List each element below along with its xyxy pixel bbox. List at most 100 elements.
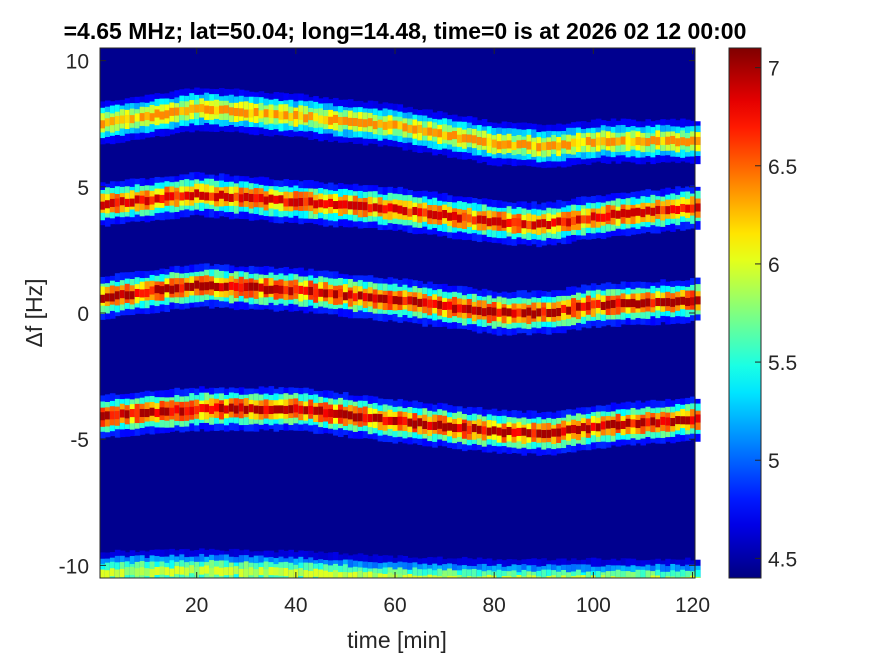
- band-4-cell: [377, 414, 384, 423]
- band-1-cell: [243, 109, 250, 118]
- band-2-cell: [471, 216, 478, 225]
- band-3-cell: [541, 307, 547, 316]
- band-5-cell: [100, 569, 106, 578]
- band-5-cell: [680, 569, 686, 578]
- band-5-cell: [109, 568, 116, 577]
- band-5-cell: [685, 570, 691, 578]
- y-tick-label: 10: [66, 51, 89, 74]
- x-axis-label: time [min]: [347, 627, 447, 653]
- band-2-cell: [392, 204, 399, 213]
- band-1-cell: [199, 104, 205, 113]
- band-5-cell: [496, 569, 503, 578]
- band-2-cell: [367, 204, 374, 213]
- band-4-cell: [308, 405, 314, 414]
- band-2-cell: [685, 204, 691, 213]
- band-5-cell: [476, 569, 483, 578]
- band-2-cell: [189, 192, 195, 201]
- band-2-cell: [521, 220, 528, 229]
- band-2-cell: [318, 199, 324, 208]
- band-4-cell: [228, 403, 235, 412]
- band-1-cell: [496, 141, 503, 150]
- band-3-cell: [377, 294, 384, 303]
- band-2-cell: [347, 201, 354, 210]
- band-5-cell: [228, 567, 235, 576]
- band-4-cell: [179, 407, 185, 416]
- band-5-cell: [357, 570, 364, 578]
- band-4-cell: [680, 416, 686, 425]
- band-4-cell: [437, 420, 443, 429]
- band-4-cell: [461, 423, 468, 432]
- band-4-cell: [417, 418, 423, 427]
- band-4-cell: [154, 408, 161, 418]
- band-1-cell: [452, 131, 458, 140]
- band-3-cell: [228, 281, 235, 290]
- band-1-cell: [506, 140, 513, 149]
- band-2-cell: [104, 200, 111, 209]
- band-1-cell: [214, 106, 220, 115]
- band-5-cell: [333, 570, 339, 578]
- band-5-cell: [189, 565, 195, 574]
- band-5-cell: [561, 570, 567, 578]
- band-1-cell: [660, 137, 666, 146]
- band-3-cell: [347, 290, 354, 299]
- band-5-cell: [516, 574, 523, 578]
- band-5-cell: [501, 570, 508, 578]
- band-4-cell: [511, 428, 518, 437]
- band-1-cell: [402, 123, 409, 132]
- band-5-cell: [521, 569, 528, 578]
- band-1-cell: [447, 132, 453, 141]
- band-1-cell: [209, 106, 215, 115]
- band-2-cell: [273, 195, 280, 204]
- band-5-cell: [670, 576, 676, 578]
- band-1-cell: [347, 117, 354, 126]
- band-1-cell: [248, 109, 255, 118]
- band-1-cell: [407, 124, 413, 133]
- band-2-cell: [268, 194, 275, 203]
- band-5-cell: [650, 575, 656, 578]
- band-3-cell: [486, 307, 493, 316]
- band-3-cell: [417, 298, 423, 307]
- band-1-cell: [466, 134, 473, 143]
- band-2-cell: [154, 194, 161, 203]
- band-4-cell: [347, 411, 354, 420]
- band-5-cell: [159, 566, 166, 575]
- band-5-cell: [695, 569, 701, 578]
- band-4-cell: [447, 422, 453, 431]
- band-4-cell: [635, 419, 642, 429]
- band-5-cell: [531, 565, 537, 578]
- band-3-cell: [328, 289, 334, 298]
- band-2-cell: [238, 194, 245, 203]
- band-2-cell: [174, 191, 180, 200]
- band-3-cell: [154, 285, 161, 294]
- band-1-cell: [367, 118, 374, 127]
- band-1-cell: [268, 109, 275, 118]
- band-2-cell: [328, 198, 334, 207]
- band-2-cell: [219, 190, 225, 199]
- band-1-cell: [630, 137, 637, 147]
- plot-area: [99, 47, 701, 579]
- band-5-cell: [377, 573, 384, 578]
- band-3-cell: [536, 308, 542, 317]
- band-5-cell: [695, 576, 701, 578]
- band-4-cell: [159, 407, 166, 416]
- band-1-cell: [184, 107, 190, 116]
- band-4-cell: [357, 413, 364, 422]
- band-2-cell: [100, 201, 106, 210]
- band-5-cell: [338, 572, 344, 578]
- band-2-cell: [333, 201, 339, 210]
- colorbar: 7 6.5 6 5.5 5 4.5: [728, 47, 797, 579]
- band-2-cell: [402, 207, 409, 216]
- band-5-cell: [566, 564, 572, 578]
- band-5-cell: [461, 569, 468, 578]
- band-5-cell: [427, 574, 433, 578]
- band-4-cell: [491, 426, 498, 435]
- band-1-cell: [511, 142, 518, 151]
- band-4: [100, 386, 701, 456]
- band-4-cell: [590, 422, 597, 431]
- band-4-cell: [288, 405, 294, 414]
- band-5-cell: [680, 576, 686, 578]
- band-3-cell: [392, 296, 399, 305]
- band-1-cell: [536, 143, 542, 152]
- band-5-cell: [268, 567, 275, 576]
- band-5-cell: [174, 566, 180, 575]
